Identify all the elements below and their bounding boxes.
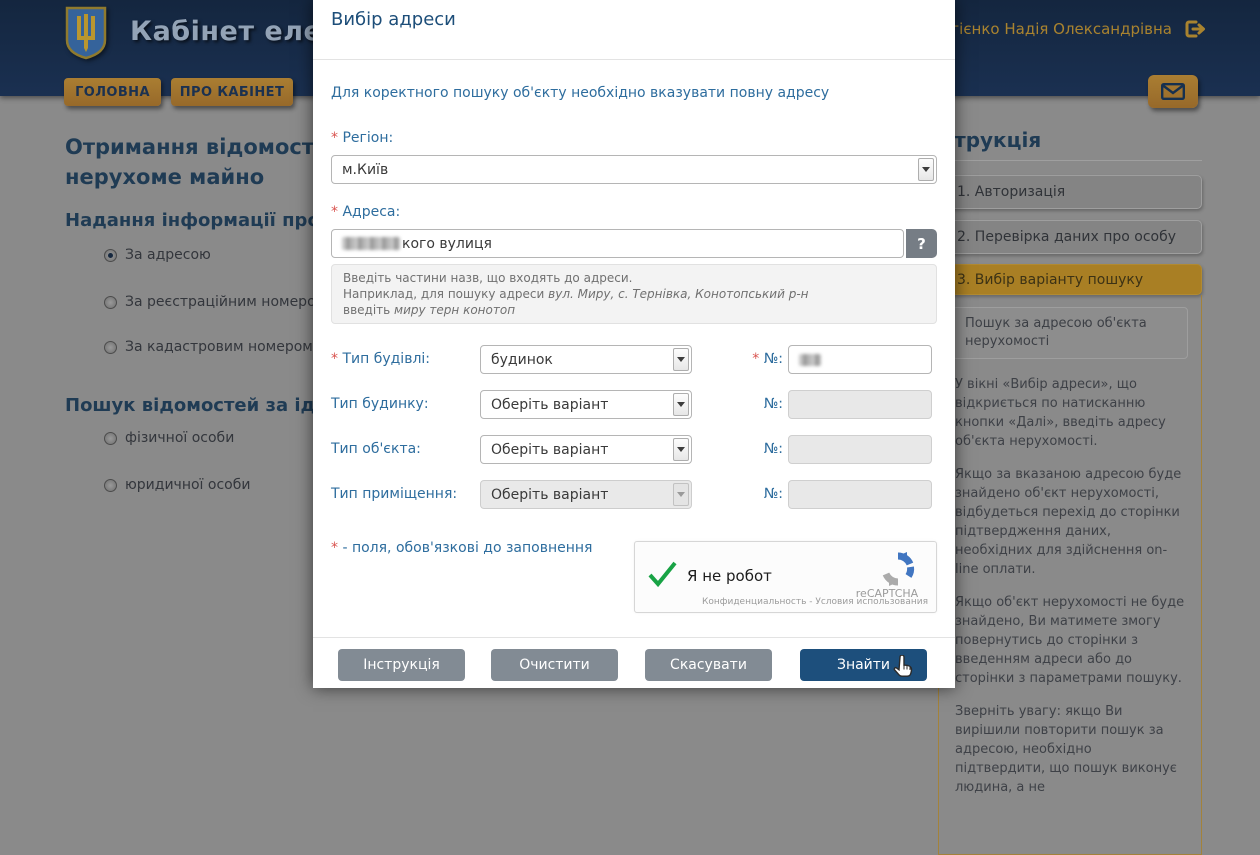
recaptcha-label: Я не робот	[687, 567, 772, 585]
recaptcha-widget[interactable]: Я не робот reCAPTCHA Конфиденциальность …	[634, 541, 937, 613]
radio-button[interactable]	[104, 478, 117, 492]
instruction-button[interactable]: Інструкція	[338, 649, 465, 681]
nav-item-about[interactable]: ПРО КАБІНЕТ	[171, 78, 293, 106]
instruction-paragraph: Якщо за вказаною адресою буде знайдено о…	[955, 467, 1182, 577]
number-label: №:	[763, 486, 783, 502]
envelope-icon	[1161, 83, 1185, 100]
object-type-select[interactable]: Оберіть варіант	[480, 435, 692, 464]
recaptcha-terms-links[interactable]: Конфиденциальность - Условия использован…	[702, 597, 928, 607]
premises-number-input	[788, 480, 932, 509]
address-input[interactable]: кого вулиця	[331, 229, 904, 258]
radio-by-address[interactable]: За адресою	[104, 247, 211, 263]
cancel-button[interactable]: Скасувати	[645, 649, 772, 681]
radio-legal-person[interactable]: юридичної особи	[104, 477, 250, 493]
dialog-title: Вибір адреси	[331, 9, 456, 30]
address-help-button[interactable]: ?	[906, 229, 937, 258]
radio-natural-person[interactable]: фізичної особи	[104, 430, 234, 446]
number-label: №:	[763, 396, 783, 412]
sidebar-step-authorization[interactable]: 1. Авторизація	[938, 175, 1202, 209]
form-row-house-type: Тип будинку: Оберіть варіант №:	[331, 390, 937, 420]
nav-item-home[interactable]: ГОЛОВНА	[64, 78, 161, 106]
chevron-down-icon[interactable]	[673, 348, 689, 371]
building-type-select[interactable]: будинок	[480, 345, 692, 374]
radio-button[interactable]	[104, 431, 117, 445]
section-heading-object-info: Надання інформації про об	[65, 210, 352, 231]
divider	[313, 637, 955, 638]
user-name: Сергієнко Надія Олександрівна	[922, 20, 1172, 38]
divider	[921, 160, 1202, 161]
find-button[interactable]: Знайти	[800, 649, 927, 681]
building-number-input[interactable]	[788, 345, 932, 374]
address-selection-dialog: Вибір адреси Для коректного пошуку об'єк…	[313, 0, 955, 688]
recaptcha-logo-icon	[882, 552, 915, 586]
radio-by-registration-number[interactable]: За реєстраційним номеро	[104, 294, 316, 310]
sidebar-step-search-variant[interactable]: 3. Вибір варіанту пошуку	[938, 264, 1202, 295]
region-select[interactable]: м.Київ	[331, 155, 937, 184]
radio-button[interactable]	[104, 248, 117, 262]
radio-button[interactable]	[104, 295, 117, 309]
form-row-building-type: * Тип будівлі: будинок * №:	[331, 345, 937, 375]
address-hint: Введіть частини назв, що входять до адре…	[331, 264, 937, 324]
chevron-down-icon	[673, 483, 689, 506]
premises-type-select: Оберіть варіант	[480, 480, 692, 509]
checkmark-icon	[648, 561, 677, 588]
form-row-premises-type: Тип приміщення: Оберіть варіант №:	[331, 480, 937, 510]
redacted-text	[799, 353, 821, 366]
page-heading: Отримання відомостей з нерухоме майно	[65, 135, 363, 189]
instruction-paragraph: У вікні «Вибір адреси», що відкриється п…	[955, 377, 1166, 449]
radio-button[interactable]	[104, 340, 117, 354]
house-type-select[interactable]: Оберіть варіант	[480, 390, 692, 419]
section-heading-person-search: Пошук відомостей за ідент	[65, 395, 351, 416]
logout-icon[interactable]	[1182, 17, 1206, 41]
clear-button[interactable]: Очистити	[491, 649, 618, 681]
mail-button[interactable]	[1148, 75, 1198, 108]
number-label: * №:	[752, 351, 783, 367]
required-fields-note: * - поля, обов'язкові до заповнення	[331, 540, 593, 556]
chevron-down-icon[interactable]	[673, 393, 689, 416]
sidebar-subsection-search-by-address[interactable]: Пошук за адресою об'єкта нерухомості	[952, 307, 1188, 359]
redacted-text	[342, 237, 400, 250]
chevron-down-icon[interactable]	[918, 158, 934, 181]
divider	[313, 59, 955, 60]
address-label: * Адреса:	[331, 204, 401, 220]
house-number-input	[788, 390, 932, 419]
instruction-paragraph: Якщо об'єкт нерухомості не буде знайдено…	[955, 595, 1185, 686]
sidebar-step-person-check[interactable]: 2. Перевірка даних про особу	[938, 220, 1202, 254]
recaptcha-brand: reCAPTCHA	[855, 587, 919, 600]
ukraine-trident-shield-icon	[65, 6, 107, 60]
form-row-object-type: Тип об'єкта: Оберіть варіант №:	[331, 435, 937, 465]
instruction-paragraph: Зверніть увагу: якщо Ви вирішили повтори…	[955, 704, 1177, 795]
number-label: №:	[763, 441, 783, 457]
chevron-down-icon[interactable]	[673, 438, 689, 461]
dialog-lead-text: Для коректного пошуку об'єкту необхідно …	[331, 85, 830, 101]
region-label: * Регіон:	[331, 130, 394, 146]
radio-by-cadastral-number[interactable]: За кадастровим номером з	[104, 339, 325, 355]
sidebar-active-panel: Пошук за адресою об'єкта нерухомості У в…	[938, 295, 1202, 855]
object-number-input	[788, 435, 932, 464]
